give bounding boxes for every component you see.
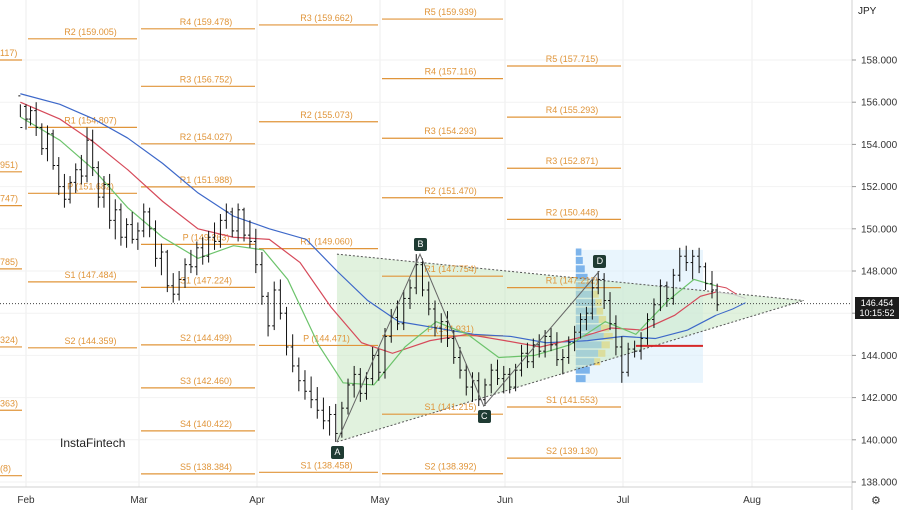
price-axis: 158.000 156.000 154.000 152.000 150.000 148.0… <box>852 56 898 489</box>
price-tick-label: 140.000 <box>861 435 898 446</box>
pivot-label: S3 (142.460) <box>180 376 232 386</box>
projection-curve <box>715 302 746 316</box>
ma-slow-line <box>20 93 717 344</box>
pivot-label: R2 (159.005) <box>64 27 117 37</box>
pivot-label: R4 (157.116) <box>425 67 477 77</box>
current-price-value: 146.454 <box>860 298 894 308</box>
pivot-label: R5 (159.939) <box>424 7 477 17</box>
pivot-label: R1 (147.754) <box>424 264 477 274</box>
volume-bar <box>575 265 585 273</box>
pivot-label: R1 (154.807) <box>64 115 117 125</box>
bar-countdown: 10:15:52 <box>859 308 895 318</box>
pivot-label: R1 (149.060) <box>300 237 353 247</box>
volume-bar <box>575 273 588 281</box>
price-tick-label: 138.000 <box>861 478 898 489</box>
price-tick-label: 154.000 <box>861 140 898 151</box>
pivot-label: R1 (147.212) <box>546 276 599 286</box>
brand-logo: InstaFintech <box>60 436 126 450</box>
pivot-label: S1 (147.224) <box>180 275 232 285</box>
pivot-label: R2 (155.073) <box>300 110 353 120</box>
projection-curve <box>715 291 746 299</box>
pivot-label: P (149.263) <box>183 232 230 242</box>
pivot-label: R4 (155.293) <box>546 105 599 115</box>
pivot-label-partial: 117) <box>0 48 17 58</box>
pivot-label-partial: 785) <box>0 257 18 267</box>
price-tick-label: 158.000 <box>861 56 898 67</box>
pivot-label: P (144.471) <box>303 333 350 343</box>
pattern-point-c[interactable]: C <box>477 410 491 424</box>
price-tick-label: 148.000 <box>861 267 898 278</box>
pivot-label: S2 (144.499) <box>180 333 232 343</box>
triangle-lower-edge <box>336 300 804 443</box>
pivot-label: S1 (138.458) <box>300 460 352 470</box>
gear-icon[interactable]: ⚙ <box>871 495 881 507</box>
pivot-label: R5 (157.715) <box>546 54 599 64</box>
pivot-label-partial: 747) <box>0 194 18 204</box>
abcd-pattern <box>336 252 600 443</box>
pivot-label: S1 (141.215) <box>424 402 476 412</box>
month-label-aug: Aug <box>743 495 761 506</box>
pivot-label: S5 (138.384) <box>180 462 232 472</box>
pivot-label-partial: 363) <box>0 398 18 408</box>
pattern-point-a[interactable]: A <box>330 445 344 459</box>
triangle-fill <box>336 254 804 442</box>
price-tick-label: 152.000 <box>861 182 898 193</box>
pivot-label: R3 (159.662) <box>300 13 353 23</box>
pivot-label: S4 (140.422) <box>180 419 232 429</box>
month-label-feb: Feb <box>17 495 35 506</box>
triangle-pattern <box>0 253 852 443</box>
pivot-label: S2 (138.392) <box>424 462 476 472</box>
pivot-label: P (151.682) <box>67 181 114 191</box>
volume-bar <box>575 375 586 383</box>
month-label-apr: Apr <box>249 495 265 506</box>
pivot-label-partial: 324) <box>0 335 18 345</box>
pivot-label-partial: (8) <box>0 464 11 474</box>
volume-bar <box>575 248 582 256</box>
pivot-label: S2 (144.359) <box>64 336 116 346</box>
price-tick-label: 156.000 <box>861 98 898 109</box>
pivot-label: R4 (159.478) <box>180 17 233 27</box>
currency-label[interactable]: JPY <box>858 6 877 17</box>
month-label-jul: Jul <box>617 495 630 506</box>
pivot-label: R3 (154.293) <box>424 126 477 136</box>
price-tick-label: 142.000 <box>861 393 898 404</box>
pivot-levels: R2 (159.005) R1 (154.807) P (151.682) S1 (1… <box>0 7 621 477</box>
price-tick-label: 150.000 <box>861 224 898 235</box>
pivot-label: R3 (152.871) <box>546 156 599 166</box>
pattern-point-b[interactable]: B <box>414 238 427 252</box>
pivot-label: R1 (151.988) <box>180 175 233 185</box>
volume-bar <box>575 256 583 264</box>
pivot-label: R2 (154.027) <box>180 132 233 142</box>
abcd-zigzag <box>336 252 600 443</box>
pattern-point-d[interactable]: D <box>593 255 607 268</box>
month-label-jun: Jun <box>497 495 513 506</box>
pivot-label: S2 (139.130) <box>546 446 598 456</box>
volume-bar <box>575 366 590 374</box>
ma-mid-line <box>20 101 717 354</box>
pivot-label: R2 (151.470) <box>424 186 477 196</box>
price-tick-label: 144.000 <box>861 351 898 362</box>
pivot-label: P (144.931) <box>427 324 474 334</box>
month-label-may: May <box>371 495 390 506</box>
current-price-tag: 146.454 10:15:52 <box>855 297 899 319</box>
month-label-mar: Mar <box>130 495 148 506</box>
pivot-label: R3 (156.752) <box>180 74 233 84</box>
pivot-label: S1 (147.484) <box>64 270 116 280</box>
pivot-label-partial: 951) <box>0 160 18 170</box>
pivot-label: S1 (141.553) <box>546 395 598 405</box>
pivot-label: R2 (150.448) <box>546 207 599 217</box>
projection-curve <box>715 285 737 295</box>
time-axis: Feb Mar Apr May Jun Jul Aug <box>17 495 761 506</box>
candlesticks <box>18 95 720 442</box>
